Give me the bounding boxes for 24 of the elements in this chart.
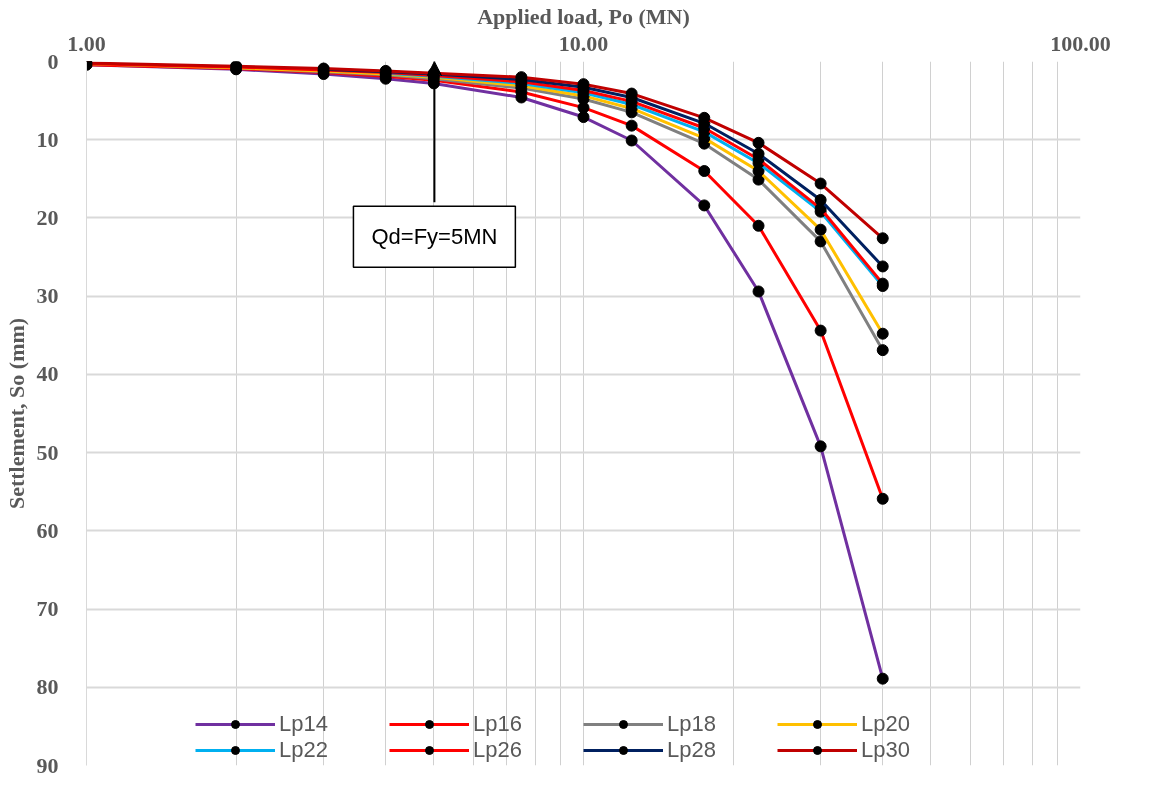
y-tick-label: 70 [36,596,59,622]
y-tick-label: 80 [36,674,59,700]
legend-label: Lp28 [667,737,717,763]
y-tick-label: 50 [36,439,59,465]
x-tick-label: 10.00 [558,30,609,56]
annotation: Qd=Fy=5MN [371,224,498,250]
y-tick-label: 90 [36,752,59,778]
x-axis-title: Applied load, Po (MN) [477,3,690,29]
y-tick-label: 0 [47,48,59,74]
y-axis-title: Settlement, So (mm) [3,317,29,510]
legend-label: Lp20 [861,711,911,737]
legend-label: Lp22 [279,737,329,763]
y-tick-label: 60 [36,517,59,543]
y-tick-label: 40 [36,361,59,387]
y-tick-label: 30 [36,283,59,309]
x-tick-label: 100.00 [1050,30,1111,56]
y-tick-label: 10 [36,126,59,152]
legend-label: Lp16 [473,711,523,737]
y-tick-label: 20 [36,204,59,230]
legend-label: Lp18 [667,711,717,737]
x-tick-label: 1.00 [67,30,106,56]
legend-label: Lp30 [861,737,911,763]
legend-label: Lp14 [279,711,329,737]
legend-label: Lp26 [473,737,523,763]
